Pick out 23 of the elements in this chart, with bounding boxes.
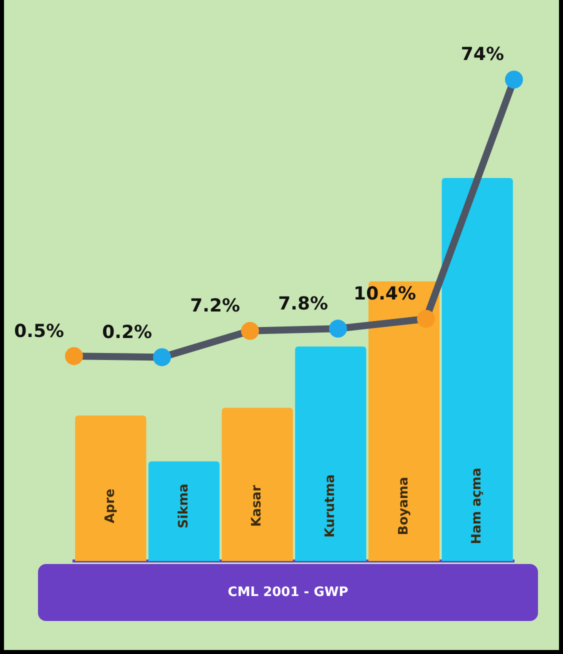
category-label: Boyama	[396, 476, 412, 536]
data-label: 7.8%	[278, 293, 328, 314]
data-label: 74%	[460, 44, 504, 66]
category-label: Kasar	[250, 485, 265, 527]
category-label: Ham açma	[470, 468, 485, 544]
bar	[442, 178, 513, 561]
bar	[148, 461, 220, 561]
x-axis-title: CML 2001 - GWP	[228, 584, 348, 600]
category-label: Apre	[103, 488, 118, 524]
data-label: 0.5%	[14, 320, 64, 342]
bar	[222, 408, 293, 561]
point	[417, 310, 435, 328]
category-label: Kurutma	[323, 474, 338, 538]
data-label: 0.2%	[102, 322, 152, 343]
category-label: Sikma	[176, 484, 192, 528]
point	[505, 70, 523, 89]
point	[153, 348, 171, 366]
point	[241, 322, 259, 340]
point	[65, 347, 83, 366]
bar	[295, 346, 366, 561]
bar	[75, 415, 146, 561]
data-label: 7.2%	[190, 296, 240, 317]
point	[329, 320, 347, 338]
